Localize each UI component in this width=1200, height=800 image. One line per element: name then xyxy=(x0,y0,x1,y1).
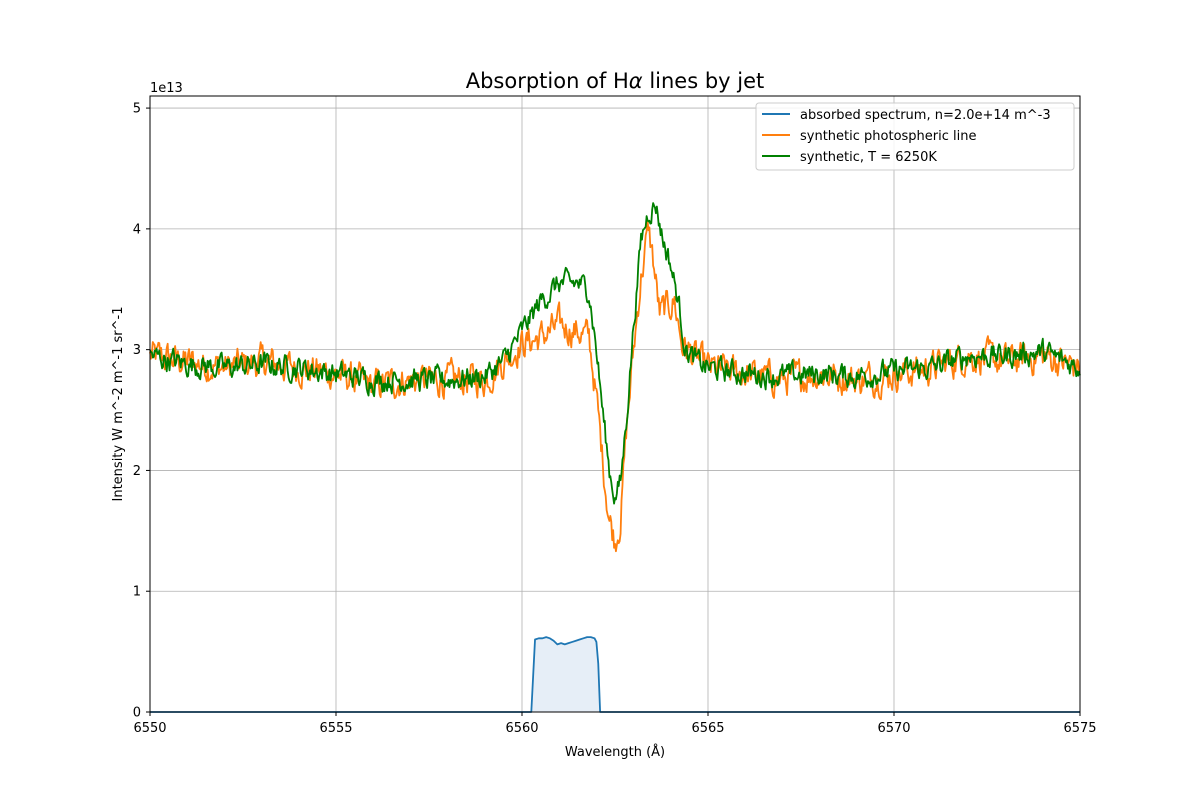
absorbed-spectrum-series xyxy=(150,636,1080,713)
x-tick-label: 6550 xyxy=(133,721,166,736)
y-tick-label: 0 xyxy=(133,706,141,721)
legend: absorbed spectrum, n=2.0e+14 m^-3 synthe… xyxy=(755,102,1075,171)
y-tick-label: 3 xyxy=(133,343,141,358)
chart-title: Absorption of Hα lines by jet xyxy=(466,69,765,93)
legend-label-photospheric: synthetic photospheric line xyxy=(800,129,976,144)
y-tick-label: 1 xyxy=(133,585,141,600)
x-tick-label: 6560 xyxy=(505,721,538,736)
legend-label-synthetic: synthetic, T = 6250K xyxy=(800,150,937,165)
x-tick-label: 6555 xyxy=(319,721,352,736)
grid xyxy=(149,96,1081,713)
synthetic-line-series xyxy=(149,202,1081,505)
x-tick-label: 6565 xyxy=(691,721,724,736)
x-tick-label: 6570 xyxy=(877,721,910,736)
plot-frame xyxy=(149,95,1081,713)
x-ticks: 6550 6555 6560 6565 6570 6575 xyxy=(133,712,1097,736)
legend-box xyxy=(755,102,1075,171)
y-tick-label: 2 xyxy=(133,464,141,479)
y-ticks: 0 1 2 3 4 5 xyxy=(133,102,150,721)
y-tick-label: 4 xyxy=(133,222,141,237)
y-axis-label: Intensity W m^-2 m^-1 sr^-1 xyxy=(111,307,126,502)
x-tick-label: 6575 xyxy=(1063,721,1096,736)
x-axis-label: Wavelength (Å) xyxy=(565,744,665,760)
y-tick-label: 5 xyxy=(133,102,141,117)
photospheric-line-series xyxy=(149,219,1081,553)
y-offset-label: 1e13 xyxy=(150,81,183,96)
series-lines xyxy=(149,202,1081,713)
legend-label-absorbed: absorbed spectrum, n=2.0e+14 m^-3 xyxy=(800,108,1051,123)
